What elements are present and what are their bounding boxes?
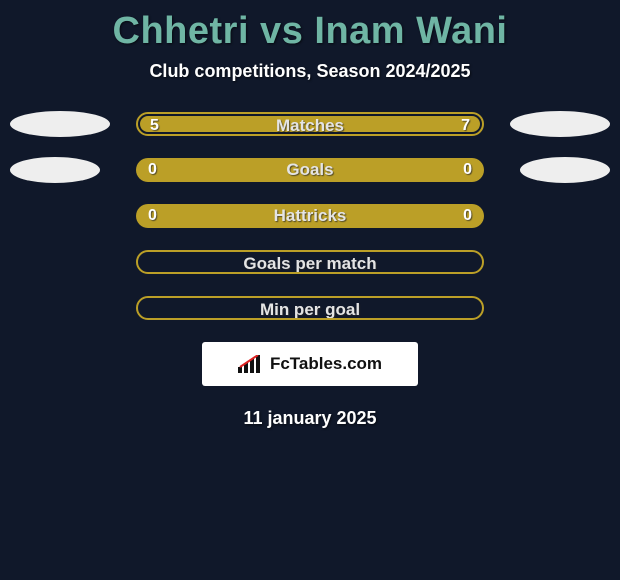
source-badge: FcTables.com: [202, 342, 418, 386]
stat-label: Goals per match: [138, 252, 482, 274]
stat-bar: Goals per match: [136, 250, 484, 274]
stat-value-left: 0: [148, 158, 157, 182]
stat-bar: 0 0Goals: [136, 158, 484, 182]
date-label: 11 january 2025: [0, 408, 620, 429]
stat-row: 57Matches: [0, 112, 620, 136]
team-avatar-placeholder: [510, 111, 610, 137]
stat-bar-left-fill: [140, 116, 283, 132]
bars-icon: [238, 355, 264, 373]
stat-value-right: 0: [463, 204, 472, 228]
stat-value-right: 7: [461, 114, 470, 136]
team-avatar-placeholder: [10, 157, 100, 183]
comparison-infographic: Chhetri vs Inam Wani Club competitions, …: [0, 0, 620, 580]
stat-row: Min per goal: [0, 296, 620, 320]
stat-bar: 57Matches: [136, 112, 484, 136]
stat-row: 0 0Hattricks: [0, 204, 620, 228]
stat-bar: 0 0Hattricks: [136, 204, 484, 228]
source-badge-text: FcTables.com: [270, 354, 382, 374]
stat-label: Min per goal: [138, 298, 482, 320]
stat-row: Goals per match: [0, 250, 620, 274]
stat-value-left: 5: [150, 114, 159, 136]
team-avatar-placeholder: [10, 111, 110, 137]
stat-rows: 57Matches00Goals00HattricksGoals per mat…: [0, 112, 620, 320]
stat-label: Goals: [136, 158, 484, 182]
page-title: Chhetri vs Inam Wani: [0, 0, 620, 53]
stat-value-left: 0: [148, 204, 157, 228]
stat-value-right: 0: [463, 158, 472, 182]
page-subtitle: Club competitions, Season 2024/2025: [0, 61, 620, 82]
team-avatar-placeholder: [520, 157, 610, 183]
stat-label: Hattricks: [136, 204, 484, 228]
stat-bar: Min per goal: [136, 296, 484, 320]
stat-bar-right-fill: [279, 116, 480, 132]
stat-row: 0 0Goals: [0, 158, 620, 182]
